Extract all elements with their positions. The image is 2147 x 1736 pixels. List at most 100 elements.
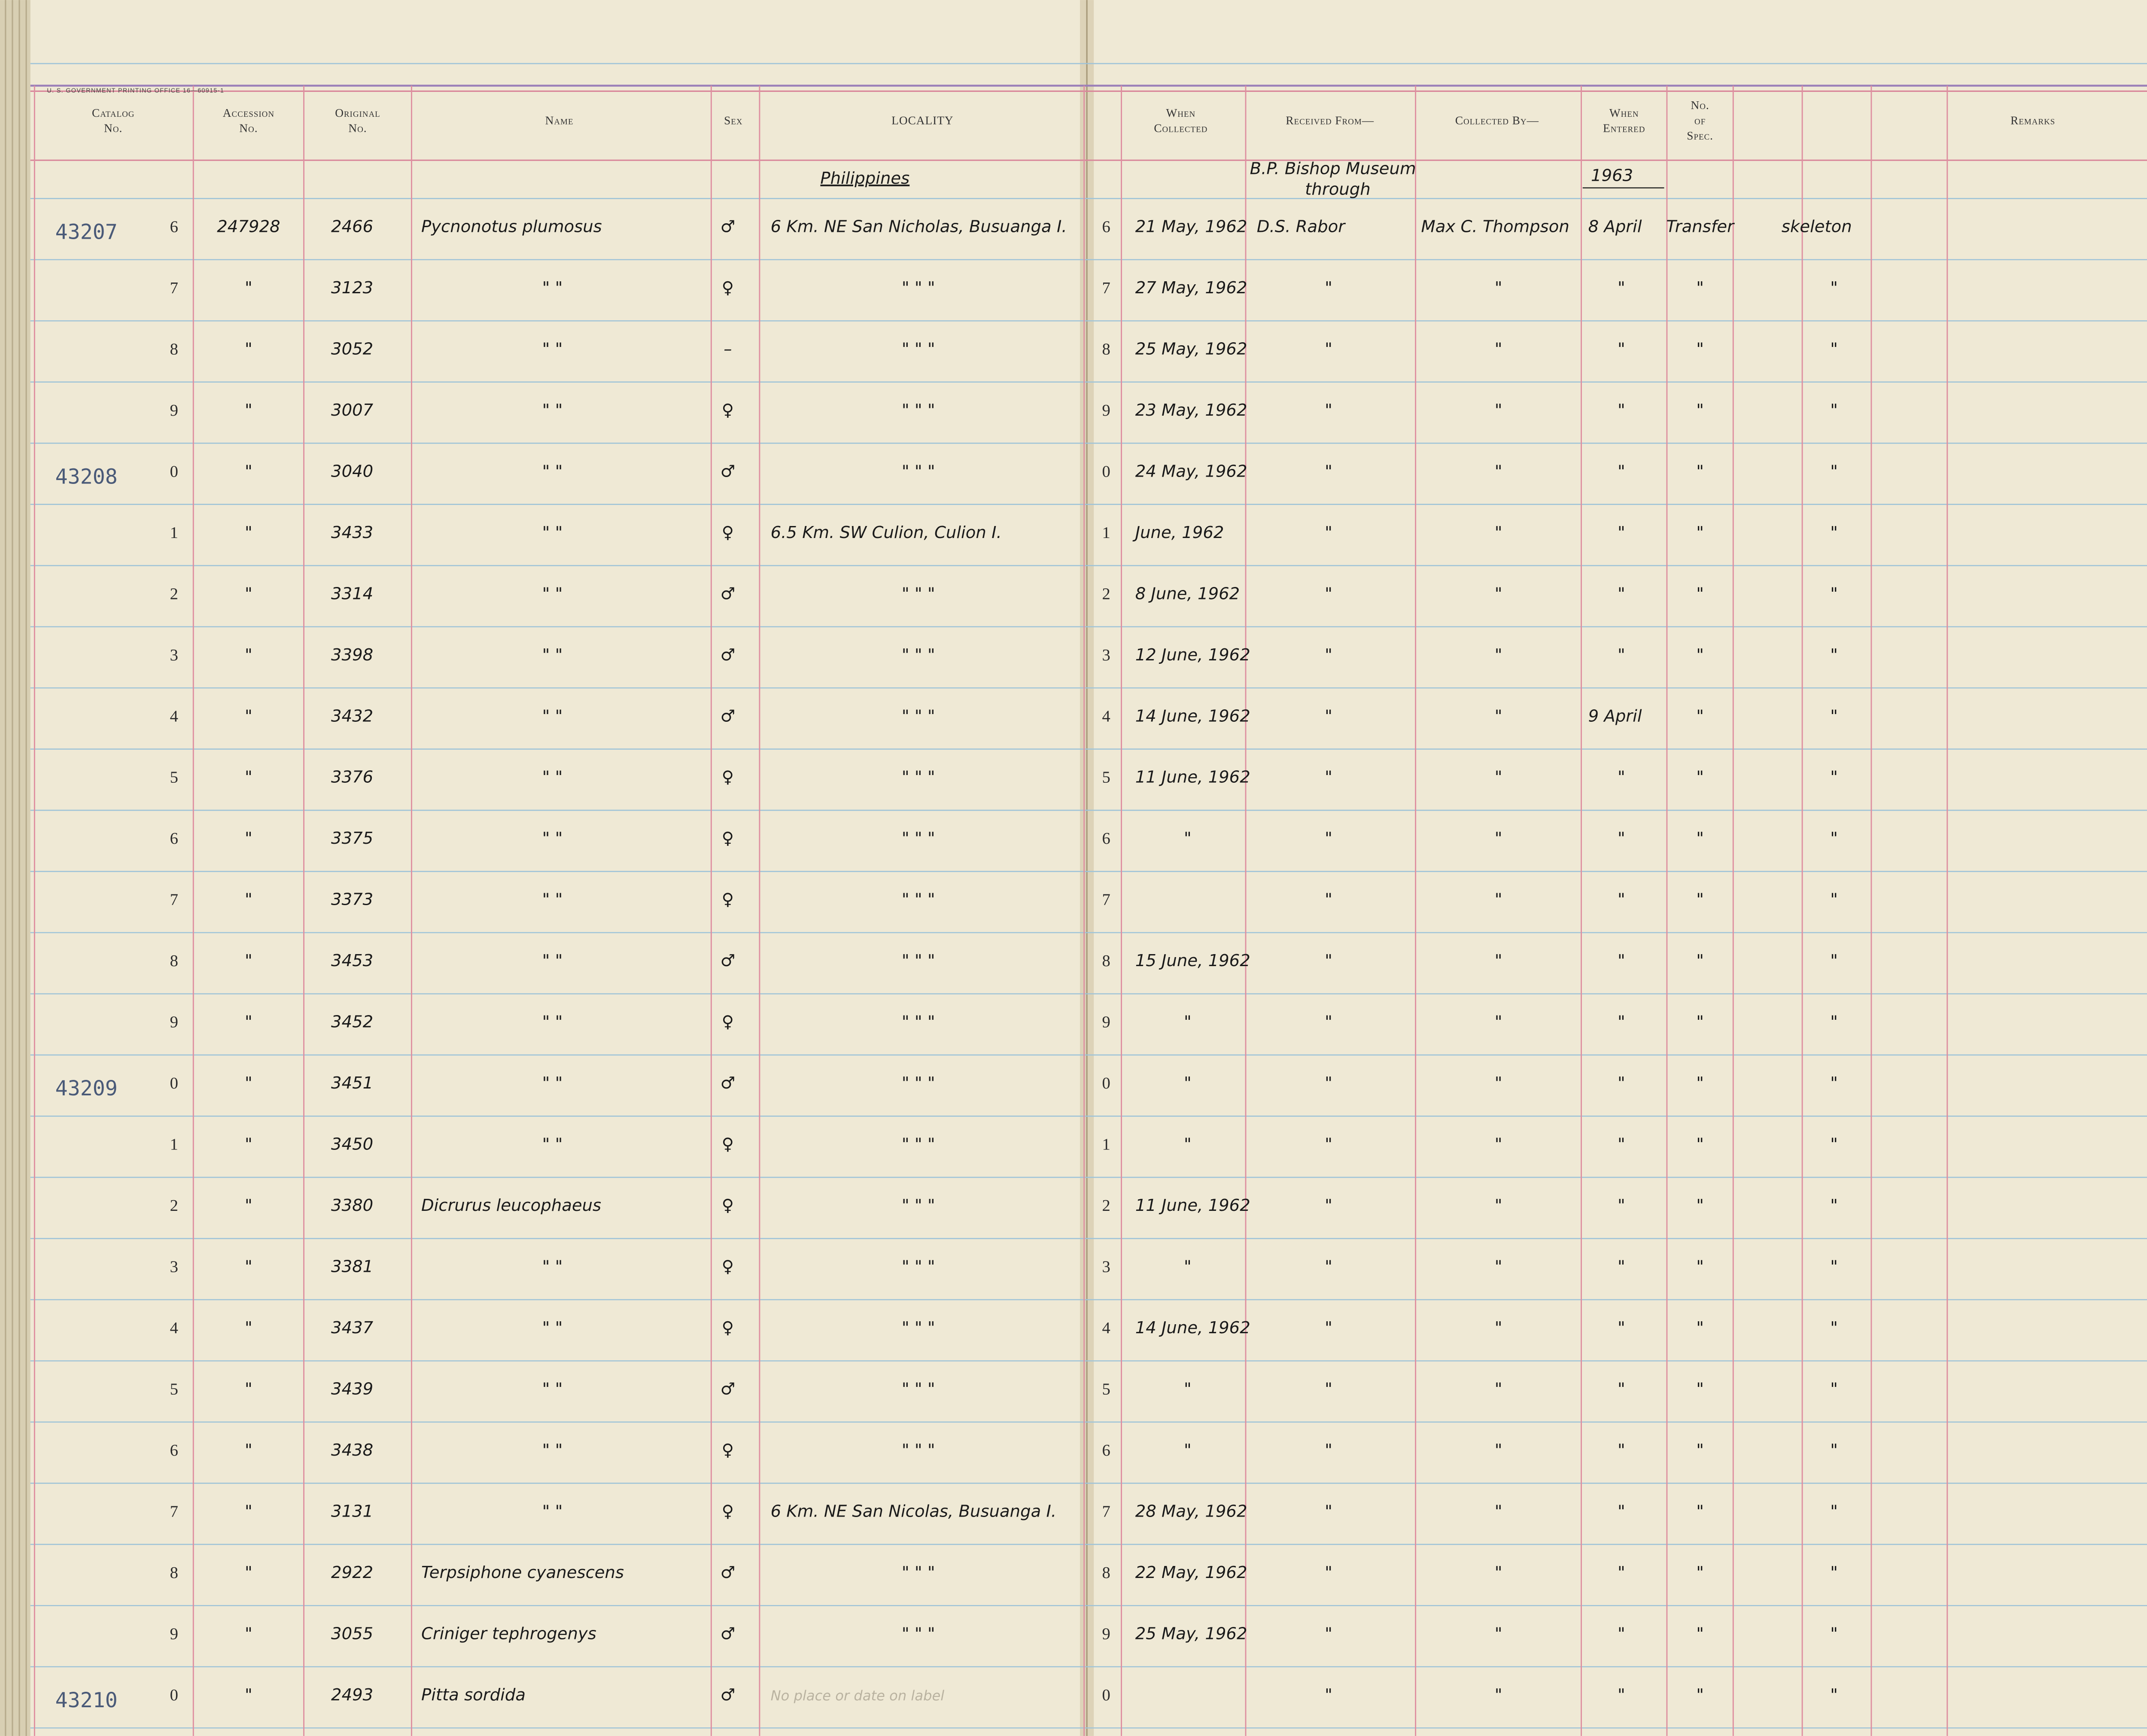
cell-we: " [1618,1563,1625,1582]
cell-a: 247928 [217,217,280,236]
cell-o: 3432 [331,706,373,726]
cell-ns: Transfer [1666,217,1735,236]
cell-ns: " [1696,401,1704,420]
cell-nm: " " [542,1073,563,1093]
cell-rm: " [1830,1012,1838,1032]
cell-r: 1 [1102,524,1110,542]
cell-a: " [245,1257,252,1277]
cell-cb: " [1495,1380,1502,1399]
cell-l: " " " [902,462,935,481]
cell-r: 6 [1102,830,1110,848]
cell-l: " " " [902,829,935,848]
binding [0,0,1094,1736]
cell-rf: " [1325,1135,1332,1154]
cell-nm: " " [542,1380,563,1399]
cell-we: " [1618,1380,1625,1399]
cell-l: " " " [902,890,935,909]
cell-rf: " [1325,829,1332,848]
cell-nm: " " [542,645,563,665]
cell-nm: " " [542,584,563,603]
cell-s: ♂ [721,1685,736,1705]
cell-we: " [1618,462,1625,481]
cell-rm: " [1830,278,1838,298]
via-note: through [1305,180,1370,199]
cell-a: " [245,1012,252,1032]
cell-a: " [245,1135,252,1154]
cell-rm: " [1830,523,1838,542]
cell-a: " [245,1563,252,1582]
cell-o: 3437 [331,1318,374,1338]
cell-a: " [245,462,252,481]
cell-cb: " [1495,1135,1502,1154]
rows: 43207 6 247928 2466 Pycnonotus plumosus ♂ 6 Km… [55,217,1852,1712]
cell-o: 3452 [331,1012,373,1032]
cell-w: 12 June, 1962 [1135,645,1250,665]
cell-cb: " [1495,829,1502,848]
cell-rm: " [1830,1441,1838,1460]
printer-line: U. S. GOVERNMENT PRINTING OFFICE 16—6091… [47,88,224,94]
cell-cb: " [1495,1502,1502,1521]
cell-o: 2466 [331,217,373,236]
cell-o: 3433 [331,523,373,542]
cell-w: 11 June, 1962 [1135,768,1250,787]
cell-cb: " [1495,1196,1502,1215]
cell-nm: " " [542,829,563,848]
cell-s: ♂ [721,1563,736,1582]
cell-n: 0 [170,1074,178,1092]
cell-cb: " [1495,462,1502,481]
cell-rm: " [1830,1318,1838,1338]
cell-ns: " [1696,645,1704,665]
cell-w: 28 May, 1962 [1135,1502,1247,1521]
cell-rm: " [1830,890,1838,909]
cell-r: 6 [1102,218,1110,236]
cell-ns: " [1696,1135,1704,1154]
cell-ns: " [1696,1380,1704,1399]
cell-s: ♀ [722,890,734,909]
cell-rf: " [1325,1502,1332,1521]
column-header: No. [1691,99,1709,112]
cell-n: 5 [170,1380,178,1399]
cell-n: 6 [170,1441,178,1459]
cell-n: 1 [170,524,178,542]
cell-c: 43210 [55,1688,118,1712]
cell-rf: " [1325,951,1332,970]
cell-rf: " [1325,1441,1332,1460]
cell-rf: " [1325,278,1332,298]
cell-w: 11 June, 1962 [1135,1196,1250,1215]
cell-a: " [245,523,252,542]
cell-ns: " [1696,462,1704,481]
cell-w: 22 May, 1962 [1135,1563,1247,1582]
cell-r: 7 [1102,279,1110,297]
cell-a: " [245,278,252,298]
cell-a: " [245,1502,252,1521]
cell-nm: Dicrurus leucophaeus [421,1196,601,1215]
cell-rf: " [1325,1624,1332,1643]
cell-rf: " [1325,339,1332,359]
cell-l: " " " [902,1012,935,1032]
cell-we: " [1618,645,1625,665]
cell-w: " [1184,829,1192,848]
cell-rm: " [1830,768,1838,787]
cell-a: " [245,829,252,848]
cell-n: 6 [170,830,178,848]
cell-l: " " " [902,1318,935,1338]
cell-cb: " [1495,278,1502,298]
cell-rf: " [1325,584,1332,603]
cell-rf: " [1325,401,1332,420]
cell-we: " [1618,401,1625,420]
cell-rm: " [1830,1257,1838,1277]
cell-l: 6.5 Km. SW Culion, Culion I. [771,523,1002,542]
cell-rf: " [1325,1257,1332,1277]
cell-w: 23 May, 1962 [1135,401,1247,420]
cell-w: 25 May, 1962 [1135,1624,1247,1643]
cell-l: " " " [902,1624,935,1643]
cell-cb: " [1495,339,1502,359]
cell-nm: " " [542,401,563,420]
cell-w: 24 May, 1962 [1135,462,1247,481]
cell-l: " " " [902,278,935,298]
cell-cb: " [1495,584,1502,603]
cell-o: 3040 [331,462,373,481]
cell-rm: " [1830,1624,1838,1643]
cell-we: " [1618,278,1625,298]
cell-rm: " [1830,1502,1838,1521]
